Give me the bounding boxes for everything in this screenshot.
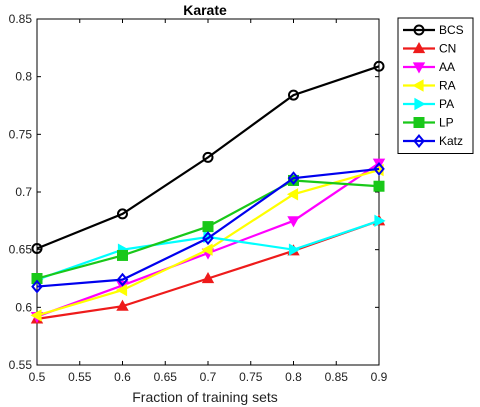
data-point-bcs (31, 243, 43, 255)
legend-swatch-marker (412, 79, 424, 92)
legend-item-aa: AA (403, 60, 455, 74)
data-point-bcs (202, 151, 214, 163)
y-tick-label: 0.7 (15, 185, 32, 199)
data-point-bcs (373, 60, 385, 72)
data-point-ra (115, 283, 128, 297)
data-point-katz (116, 272, 129, 287)
data-point-lp (373, 180, 385, 192)
y-tick-label: 0.6 (15, 300, 32, 314)
legend-label: BCS (439, 23, 464, 37)
series-bcs (31, 60, 385, 255)
legend-box (397, 17, 474, 154)
legend-label: CN (439, 42, 456, 56)
x-tick-label: 0.8 (285, 370, 302, 384)
legend-swatch-marker (413, 117, 425, 128)
series-lp (31, 174, 385, 284)
x-tick-label: 0.5 (29, 370, 46, 384)
legend-item-bcs: BCS (403, 23, 464, 37)
x-axis: 0.5 0.55 0.6 0.65 0.7 0.75 0.8 0.85 0.9 (29, 19, 388, 384)
legend-swatch-marker (414, 97, 426, 111)
y-tick-label: 0.8 (15, 70, 32, 84)
x-tick-label: 0.65 (154, 370, 178, 384)
y-tick-label: 0.55 (9, 358, 33, 372)
legend-item-ra: RA (403, 79, 456, 93)
data-point-ra (286, 188, 299, 201)
series-line-katz (36, 167, 380, 288)
data-point-aa (287, 216, 300, 228)
data-point-bcs (288, 89, 299, 101)
data-point-lp (117, 249, 128, 261)
data-point-pa (374, 214, 386, 228)
plot-area (36, 18, 380, 366)
series-katz (31, 161, 385, 294)
series-line-bcs (36, 65, 380, 250)
data-point-lp (31, 273, 43, 284)
x-tick-label: 0.75 (239, 370, 263, 384)
x-axis-label: Fraction of training sets (132, 389, 278, 405)
y-tick-label: 0.75 (9, 127, 33, 141)
data-point-katz (287, 171, 300, 186)
x-tick-label: 0.9 (371, 370, 388, 384)
x-tick-label: 0.55 (68, 370, 92, 384)
chart-title: Karate (183, 2, 227, 18)
x-tick-label: 0.85 (325, 370, 349, 384)
data-point-pa (288, 243, 301, 256)
legend: BCS CN AA RA PA LP Katz (397, 17, 474, 154)
data-point-ra (30, 309, 42, 322)
legend-item-lp: LP (403, 116, 454, 130)
y-tick-label: 0.85 (9, 12, 33, 26)
data-point-cn (116, 299, 129, 311)
data-point-lp (202, 221, 214, 233)
legend-label: PA (439, 97, 454, 111)
data-point-bcs (117, 208, 128, 220)
legend-swatch-marker (413, 134, 425, 148)
legend-item-katz: Katz (403, 134, 463, 148)
x-tick-label: 0.7 (200, 370, 217, 384)
legend-label: LP (439, 116, 454, 130)
legend-item-cn: CN (403, 42, 456, 56)
y-tick-label: 0.65 (9, 243, 33, 257)
legend-swatch-marker (413, 24, 425, 36)
legend-label: Katz (439, 134, 463, 148)
data-point-katz (202, 231, 214, 246)
legend-item-pa: PA (403, 97, 454, 111)
x-tick-label: 0.6 (114, 370, 131, 384)
data-point-cn (201, 271, 215, 284)
legend-label: RA (439, 79, 456, 93)
series-layer (30, 60, 386, 324)
legend-swatch-marker (412, 41, 426, 54)
legend-label: AA (439, 60, 455, 74)
data-point-katz (373, 161, 385, 176)
y-axis: 0.55 0.6 0.65 0.7 0.75 0.8 0.85 (9, 12, 379, 372)
data-point-katz (31, 279, 43, 294)
legend-swatch-marker (412, 62, 426, 74)
data-point-ra (201, 243, 213, 256)
